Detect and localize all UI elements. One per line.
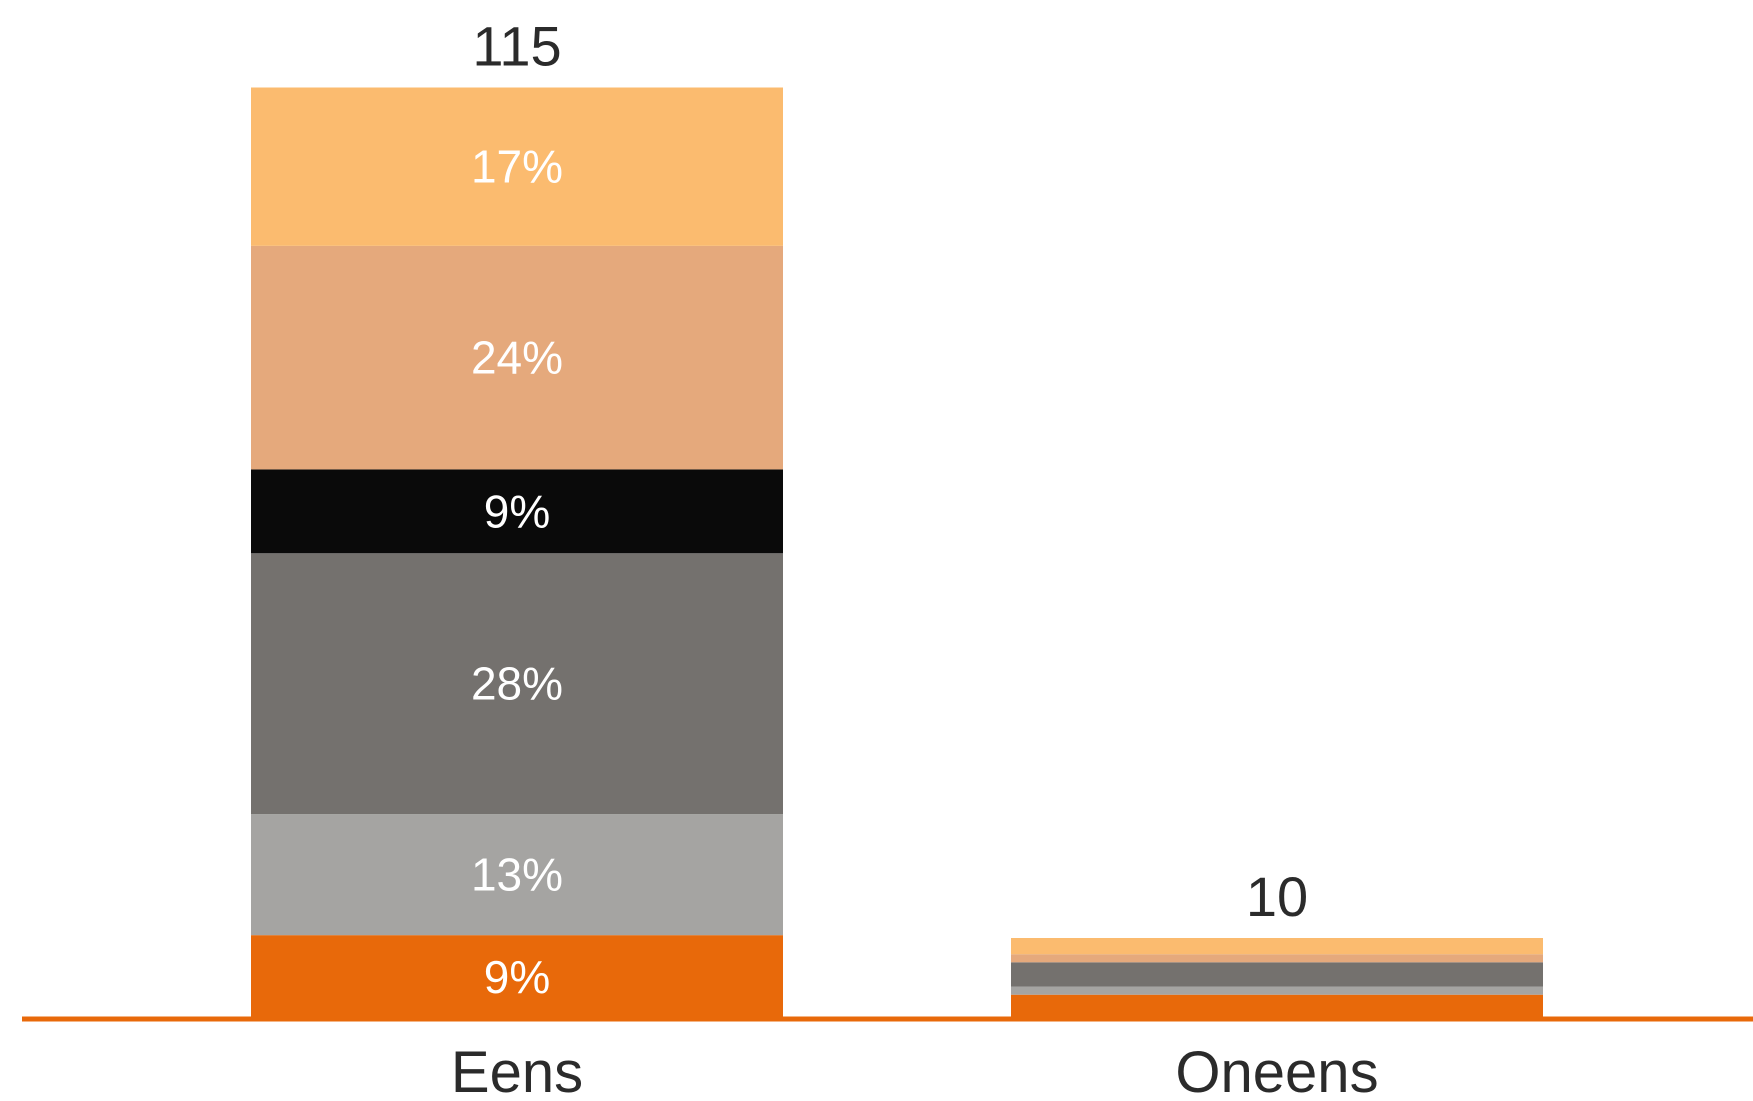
bar-segment-oneens-5 [1011, 954, 1543, 963]
total-label-oneens: 10 [1246, 865, 1308, 928]
bar-segment-eens-1 [251, 935, 783, 1019]
segment-label-eens-1: 9% [484, 951, 550, 1003]
bar-segment-eens-6 [251, 87, 783, 246]
total-label-eens: 115 [472, 15, 561, 78]
segment-label-eens-3: 28% [471, 658, 563, 710]
category-label-oneens: Oneens [1175, 1040, 1378, 1101]
segment-label-eens-6: 17% [471, 141, 563, 193]
bar-segment-oneens-6 [1011, 938, 1543, 955]
bar-segment-eens-4 [251, 469, 783, 554]
labels-group: 9% 13% 28% 9% 24% 17% 115 Eens 10 Oneens [451, 15, 1379, 1101]
bar-segment-eens-2 [251, 814, 783, 936]
segment-label-eens-2: 13% [471, 849, 563, 901]
bars-group [251, 87, 1543, 1019]
segment-label-eens-4: 9% [484, 485, 550, 537]
segment-label-eens-5: 24% [471, 332, 563, 384]
bar-segment-eens-3 [251, 553, 783, 815]
category-label-eens: Eens [451, 1040, 583, 1101]
bar-segment-oneens-3 [1011, 962, 1543, 987]
bar-segment-eens-5 [251, 245, 783, 470]
bar-segment-oneens-2 [1011, 986, 1543, 995]
bar-segment-oneens-1 [1011, 994, 1543, 1019]
